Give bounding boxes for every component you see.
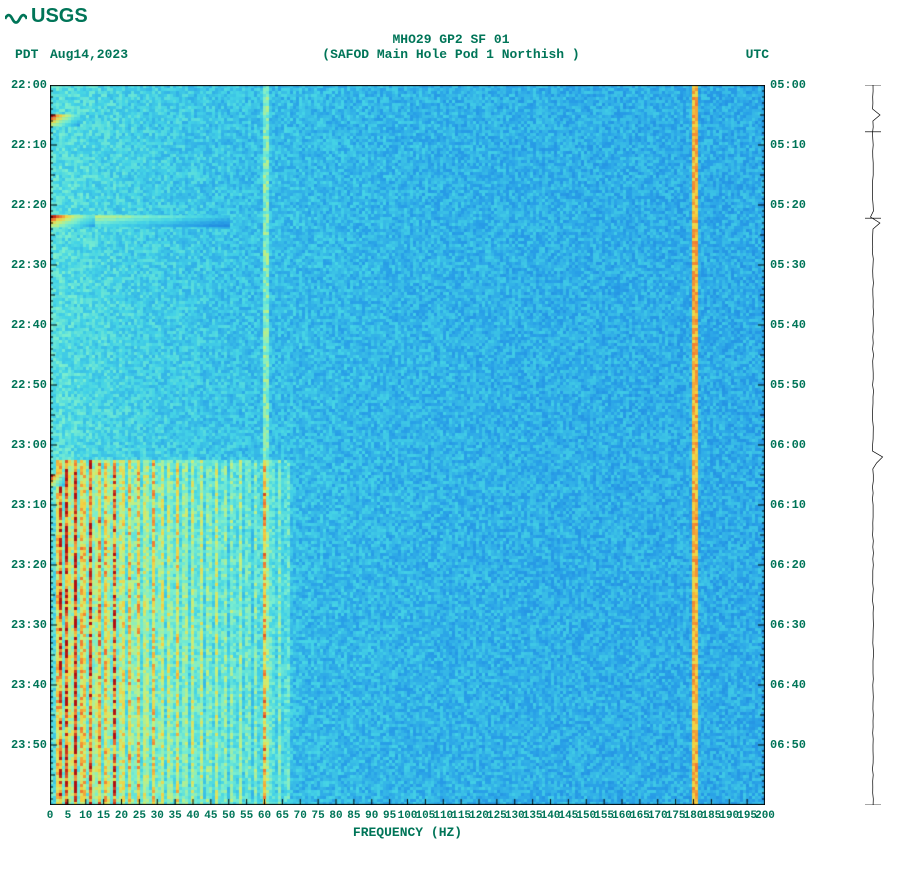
y-tick-left: 22:50 [11, 378, 47, 392]
x-tick: 200 [755, 810, 775, 822]
y-tick-left: 23:20 [11, 558, 47, 572]
x-tick: 75 [312, 810, 325, 822]
usgs-logo: USGS [5, 5, 897, 28]
x-tick: 25 [133, 810, 146, 822]
y-tick-left: 23:00 [11, 438, 47, 452]
x-tick: 185 [701, 810, 721, 822]
x-tick: 5 [65, 810, 72, 822]
y-tick-left: 22:30 [11, 258, 47, 272]
y-tick-right: 05:40 [770, 318, 806, 332]
x-tick: 155 [594, 810, 614, 822]
y-tick-left: 23:40 [11, 678, 47, 692]
x-axis-label: FREQUENCY (HZ) [50, 825, 765, 840]
x-tick: 50 [222, 810, 235, 822]
usgs-logo-text: USGS [31, 5, 88, 28]
x-tick: 145 [558, 810, 578, 822]
y-tick-right: 06:50 [770, 738, 806, 752]
y-tick-right: 05:00 [770, 78, 806, 92]
x-tick: 150 [576, 810, 596, 822]
x-tick: 175 [666, 810, 686, 822]
x-tick: 125 [487, 810, 507, 822]
y-tick-left: 22:00 [11, 78, 47, 92]
y-tick-right: 06:20 [770, 558, 806, 572]
x-tick: 85 [347, 810, 360, 822]
y-tick-left: 22:40 [11, 318, 47, 332]
side-amplitude-trace [853, 85, 893, 805]
y-tick-right: 05:10 [770, 138, 806, 152]
x-tick: 180 [684, 810, 704, 822]
x-tick: 105 [415, 810, 435, 822]
x-tick: 115 [451, 810, 471, 822]
y-tick-right: 06:40 [770, 678, 806, 692]
y-tick-right: 05:30 [770, 258, 806, 272]
y-tick-left: 23:30 [11, 618, 47, 632]
x-tick: 130 [505, 810, 525, 822]
x-tick: 30 [151, 810, 164, 822]
x-tick: 10 [79, 810, 92, 822]
x-tick: 60 [258, 810, 271, 822]
y-tick-right: 06:10 [770, 498, 806, 512]
x-tick: 20 [115, 810, 128, 822]
x-tick: 110 [433, 810, 453, 822]
y-tick-left: 22:10 [11, 138, 47, 152]
header-row: PDT Aug14,2023 (SAFOD Main Hole Pod 1 No… [5, 47, 897, 65]
x-tick: 195 [737, 810, 757, 822]
y-tick-right: 06:00 [770, 438, 806, 452]
x-tick: 65 [276, 810, 289, 822]
x-tick: 170 [648, 810, 668, 822]
x-tick: 40 [186, 810, 199, 822]
x-tick: 90 [365, 810, 378, 822]
x-tick: 120 [469, 810, 489, 822]
x-tick: 0 [47, 810, 54, 822]
usgs-wave-icon [5, 9, 27, 25]
x-tick: 95 [383, 810, 396, 822]
y-tick-left: 23:50 [11, 738, 47, 752]
x-tick: 15 [97, 810, 110, 822]
x-tick: 35 [169, 810, 182, 822]
tz-right-label: UTC [746, 47, 769, 62]
x-tick: 45 [204, 810, 217, 822]
plot-area: FREQUENCY (HZ) 22:0022:1022:2022:3022:40… [5, 85, 897, 865]
y-tick-right: 05:20 [770, 198, 806, 212]
y-tick-right: 06:30 [770, 618, 806, 632]
x-tick: 190 [719, 810, 739, 822]
x-tick: 80 [329, 810, 342, 822]
x-tick: 100 [398, 810, 418, 822]
plot-title: MHO29 GP2 SF 01 [5, 32, 897, 47]
x-tick: 160 [612, 810, 632, 822]
spectrogram-heatmap [50, 85, 765, 805]
y-tick-left: 22:20 [11, 198, 47, 212]
y-tick-right: 05:50 [770, 378, 806, 392]
y-tick-left: 23:10 [11, 498, 47, 512]
x-tick: 140 [541, 810, 561, 822]
x-tick: 55 [240, 810, 253, 822]
x-tick: 70 [294, 810, 307, 822]
x-tick: 165 [630, 810, 650, 822]
x-tick: 135 [523, 810, 543, 822]
